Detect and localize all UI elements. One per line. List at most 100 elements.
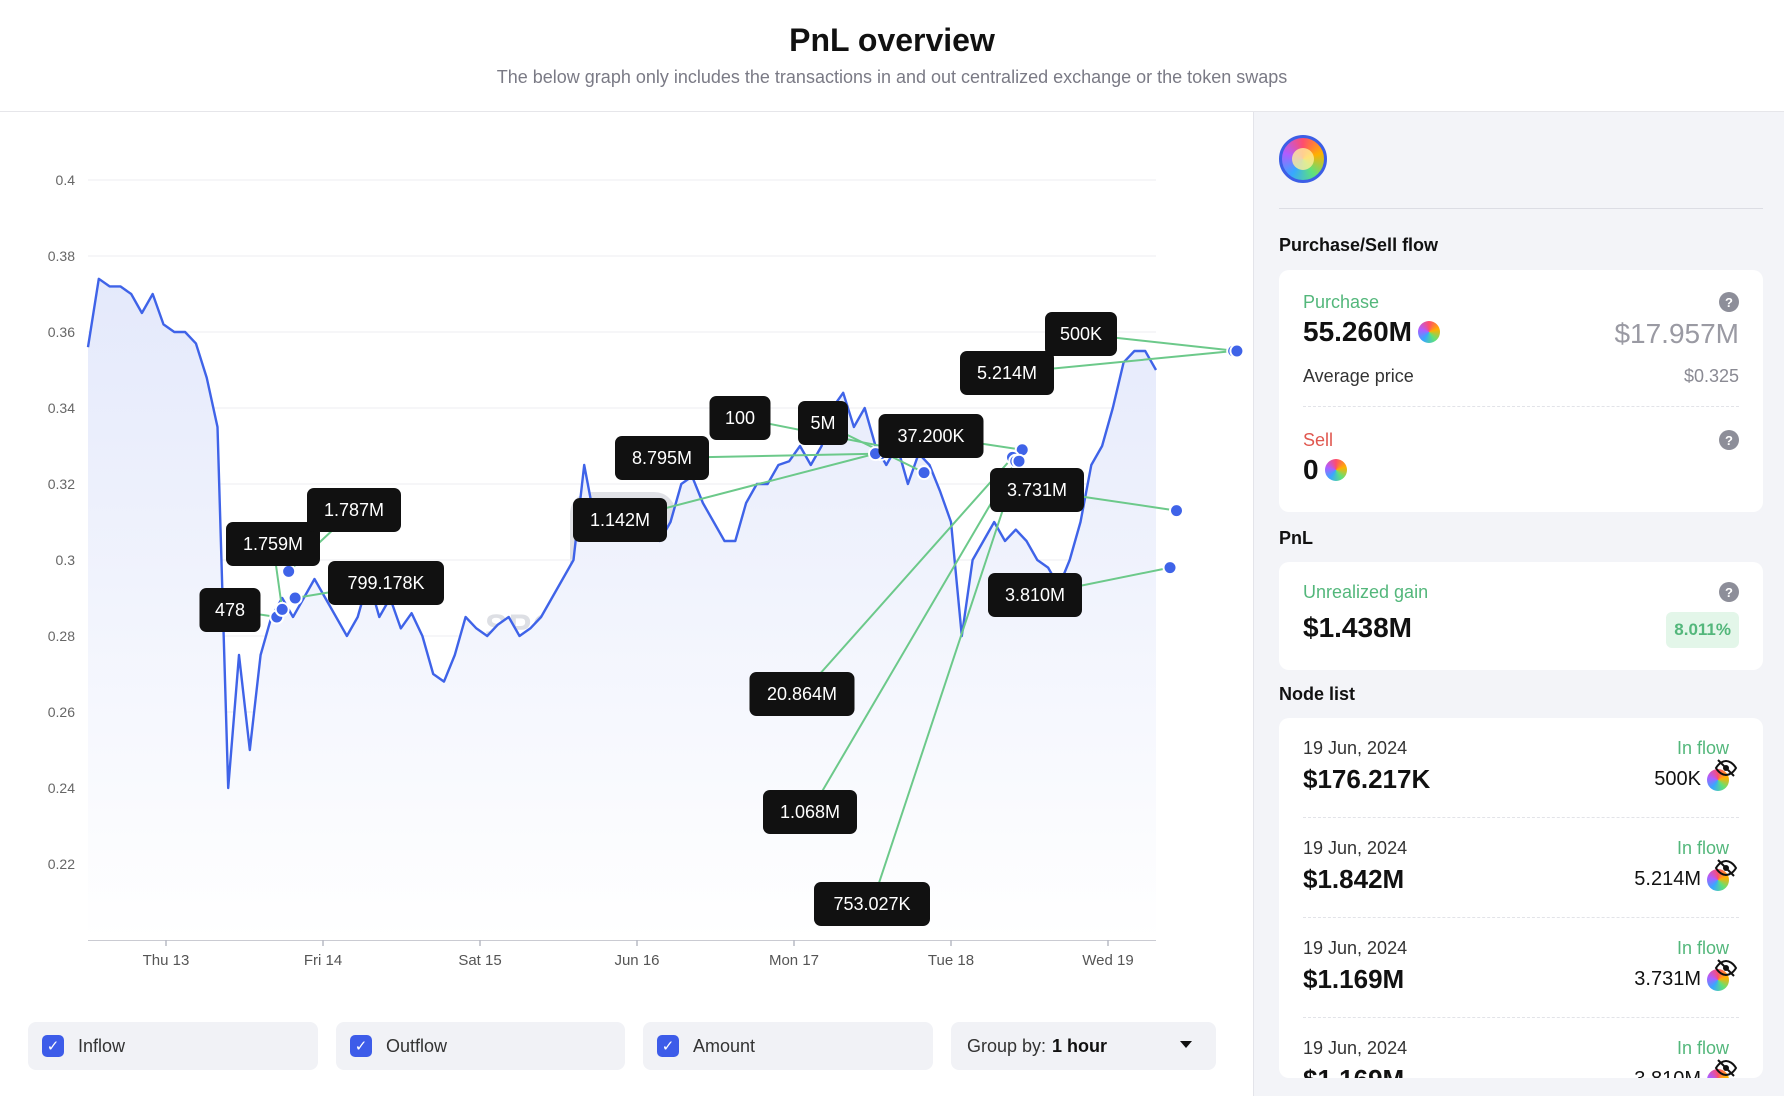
node-amount: 3.731M xyxy=(1634,968,1729,991)
inflow-checkbox[interactable]: ✓ xyxy=(42,1035,64,1057)
sell-amount: 0 xyxy=(1303,454,1347,486)
purchase-sell-card: Purchase ? 55.260M $17.957M Average pric… xyxy=(1279,270,1763,512)
pnl-section-title: PnL xyxy=(1279,528,1313,548)
average-price-value: $0.325 xyxy=(1683,366,1739,386)
page-header: PnL overview The below graph only includ… xyxy=(0,0,1784,112)
page-subtitle: The below graph only includes the transa… xyxy=(496,67,1288,87)
token-logo xyxy=(1279,135,1327,183)
node-date: 19 Jun, 2024 xyxy=(1303,838,1408,858)
panel-divider xyxy=(1279,208,1763,209)
annotation-label: 20.864M xyxy=(767,684,837,704)
purchase-label: Purchase xyxy=(1303,292,1380,312)
group-by-select[interactable]: Group by: 1 hour xyxy=(951,1022,1216,1070)
annotation-label-box xyxy=(709,396,771,440)
flow-section-title: Purchase/Sell flow xyxy=(1279,235,1439,255)
annotation-label: 5.214M xyxy=(977,363,1037,383)
annotation-label-box xyxy=(878,414,984,458)
node-flow: In flow xyxy=(1676,1038,1729,1058)
node-flow: In flow xyxy=(1676,738,1729,758)
pnl-chart-svg: 0.4 0.38 0.36 0.34 0.32 0.3 0.28 0.26 0.24 0.22 Th… xyxy=(48,172,1245,969)
y-tick-label: 0.26 xyxy=(48,704,75,720)
hide-node-icon[interactable] xyxy=(1714,756,1738,780)
node-item[interactable]: 19 Jun, 2024 $1.169M In flow 3.731M xyxy=(1303,918,1739,1018)
y-tick-label: 0.28 xyxy=(48,628,75,644)
annotation-label-box xyxy=(798,401,848,445)
node-amount: 3.810M xyxy=(1634,1068,1729,1078)
node-date: 19 Jun, 2024 xyxy=(1303,1038,1408,1058)
token-icon xyxy=(1324,459,1347,481)
annotation-label: 500K xyxy=(1060,324,1102,344)
annotation-label: 1.787M xyxy=(324,500,384,520)
x-tick-label: Mon 17 xyxy=(769,952,819,969)
y-tick-label: 0.4 xyxy=(56,172,76,188)
pnl-help-icon[interactable]: ? xyxy=(1719,582,1739,602)
annotation-label: 1.068M xyxy=(780,802,840,822)
node-amount-value: 3.810M xyxy=(1634,1068,1701,1078)
annotation-label: 3.810M xyxy=(1005,585,1065,605)
outflow-checkbox[interactable]: ✓ xyxy=(350,1035,372,1057)
node-item[interactable]: 19 Jun, 2024 $176.217K In flow 500K xyxy=(1303,718,1739,818)
annotation-label-box xyxy=(307,488,401,532)
purchase-amount-value: 55.260M xyxy=(1303,316,1412,347)
annotation-label: 5M xyxy=(810,413,835,433)
chart-controls: ✓ Inflow ✓ Outflow ✓ Amount Group by: 1 … xyxy=(0,1022,1253,1072)
annotation-label-box xyxy=(990,468,1084,512)
y-tick-label: 0.24 xyxy=(48,780,75,796)
annotation-label: 3.731M xyxy=(1007,480,1067,500)
card-divider xyxy=(1303,406,1739,407)
annotation-label: 1.142M xyxy=(590,510,650,530)
amount-checkbox[interactable]: ✓ xyxy=(657,1035,679,1057)
annotation-label-box xyxy=(763,790,857,834)
annotation-connector xyxy=(871,460,1020,905)
annotation-label: 100 xyxy=(725,408,755,428)
outflow-toggle[interactable]: ✓ Outflow xyxy=(336,1022,625,1070)
node-date: 19 Jun, 2024 xyxy=(1303,938,1408,958)
annotation-point xyxy=(1011,453,1027,469)
outflow-label: Outflow xyxy=(386,1035,448,1056)
annotation-label-box xyxy=(960,351,1054,395)
node-date: 19 Jun, 2024 xyxy=(1303,738,1408,758)
purchase-help-icon[interactable]: ? xyxy=(1719,292,1739,312)
node-item[interactable]: 19 Jun, 2024 $1.169M In flow 3.810M xyxy=(1303,1018,1739,1078)
x-tick-label: Sat 15 xyxy=(458,952,501,969)
node-flow: In flow xyxy=(1676,938,1729,958)
sell-label: Sell xyxy=(1303,430,1334,450)
group-by-value: 1 hour xyxy=(1052,1035,1108,1056)
page-title: PnL overview xyxy=(789,22,995,58)
annotation-point xyxy=(1229,343,1245,359)
inflow-toggle[interactable]: ✓ Inflow xyxy=(28,1022,318,1070)
node-amount-value: 500K xyxy=(1654,768,1701,790)
annotation-label: 1.759M xyxy=(243,534,303,554)
side-panel: Purchase/Sell flow Purchase ? 55.260M $1… xyxy=(1253,112,1784,1096)
x-tick-label: Fri 14 xyxy=(304,952,342,969)
amount-label: Amount xyxy=(693,1035,756,1056)
annotation-label: 37.200K xyxy=(897,426,964,446)
annotation-label: 478 xyxy=(215,600,245,620)
node-amount-value: 3.731M xyxy=(1634,968,1701,990)
y-tick-label: 0.34 xyxy=(48,400,75,416)
annotation-label-box xyxy=(226,522,320,566)
hide-node-icon[interactable] xyxy=(1714,856,1738,880)
node-value: $176.217K xyxy=(1303,764,1431,794)
x-tick-label: Wed 19 xyxy=(1082,952,1133,969)
annotation-label-box xyxy=(328,561,444,605)
annotation-label-box xyxy=(573,498,667,542)
annotation-label-box xyxy=(199,588,261,632)
annotation-point xyxy=(1162,560,1178,576)
annotation-point xyxy=(1168,503,1184,519)
annotation-label-box xyxy=(749,672,855,716)
hide-node-icon[interactable] xyxy=(1714,1056,1738,1080)
node-value: $1.169M xyxy=(1303,1064,1404,1078)
hide-node-icon[interactable] xyxy=(1714,956,1738,980)
pnl-chart: SPOTONCHAIN 0.40.380.360.340.320.30.280.… xyxy=(0,112,1253,992)
y-tick-label: 0.32 xyxy=(48,476,75,492)
node-item[interactable]: 19 Jun, 2024 $1.842M In flow 5.214M xyxy=(1303,818,1739,918)
annotation-point xyxy=(287,590,303,606)
amount-toggle[interactable]: ✓ Amount xyxy=(643,1022,933,1070)
annotation-label: 799.178K xyxy=(347,573,424,593)
node-value: $1.842M xyxy=(1303,864,1405,894)
pnl-card: Unrealized gain ? $1.438M 8.011% xyxy=(1279,562,1763,670)
chevron-down-icon xyxy=(1180,1041,1192,1048)
annotation-label: 8.795M xyxy=(632,448,692,468)
sell-help-icon[interactable]: ? xyxy=(1719,430,1739,450)
